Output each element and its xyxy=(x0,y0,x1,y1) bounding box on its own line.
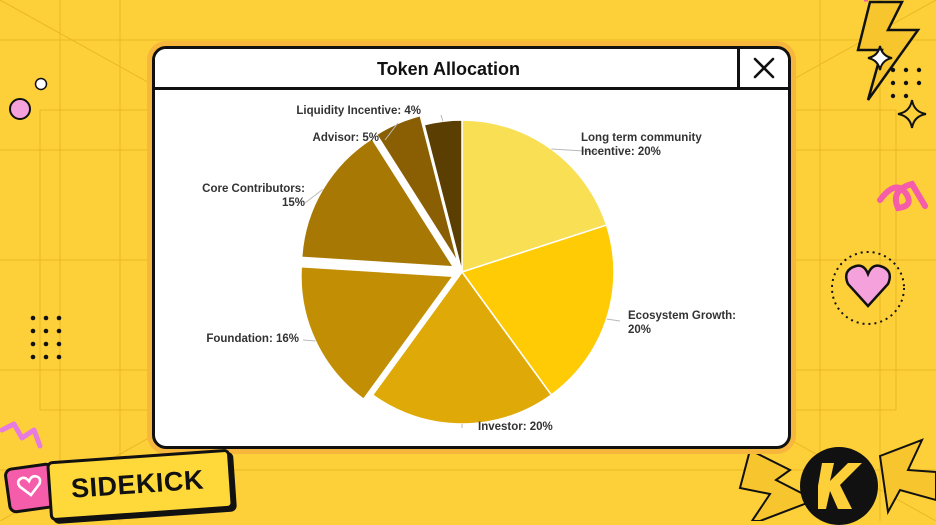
sidekick-k-logo xyxy=(818,463,862,509)
window-titlebar: Token Allocation xyxy=(155,49,788,90)
slice-label-6: Advisor: 5% xyxy=(313,132,379,144)
leader-line-6 xyxy=(384,123,399,141)
leader-line-4 xyxy=(302,339,316,342)
leader-line-7 xyxy=(440,114,444,122)
leader-line-1 xyxy=(551,148,601,153)
sidekick-logo xyxy=(800,447,878,525)
pie-slice-1 xyxy=(461,119,608,274)
squiggle-decoration xyxy=(0,421,43,449)
pie-slice-5 xyxy=(300,137,455,268)
brand-name: SIDEKICK xyxy=(70,464,205,504)
lightning-icon xyxy=(738,438,936,521)
lightning-icon xyxy=(856,0,921,101)
heart-badge-decoration xyxy=(831,251,905,325)
slice-label-1: Long term community Incentive: 20% xyxy=(581,132,702,158)
slice-label-2: Ecosystem Growth: 20% xyxy=(628,310,736,336)
pie-slice-2 xyxy=(460,224,615,397)
brand-badge: SIDEKICK xyxy=(46,448,234,522)
heart-icon xyxy=(16,474,42,497)
window-title: Token Allocation xyxy=(376,59,520,79)
sparkle-icon xyxy=(867,45,927,129)
token-allocation-window: Token Allocation Long term community Ince… xyxy=(152,46,791,449)
dot-grid-decoration xyxy=(30,67,922,360)
circle-decoration xyxy=(9,77,48,120)
close-button[interactable] xyxy=(737,49,788,87)
slice-label-7: Liquidity Incentive: 4% xyxy=(296,105,421,117)
heart-sticker xyxy=(3,461,59,515)
leader-line-2 xyxy=(606,318,621,322)
pie-slice-4 xyxy=(300,265,455,401)
close-icon xyxy=(753,57,775,79)
pie-slice-3 xyxy=(371,270,553,425)
leader-line-5 xyxy=(304,189,323,204)
token-allocation-pie-chart: Long term community Incentive: 20% Ecosyst… xyxy=(202,105,736,433)
ribbon-decoration xyxy=(877,180,928,212)
slice-label-5: Core Contributors: 15% xyxy=(202,183,305,209)
slice-label-4: Foundation: 16% xyxy=(206,333,299,345)
slice-label-3: Investor: 20% xyxy=(478,421,553,433)
